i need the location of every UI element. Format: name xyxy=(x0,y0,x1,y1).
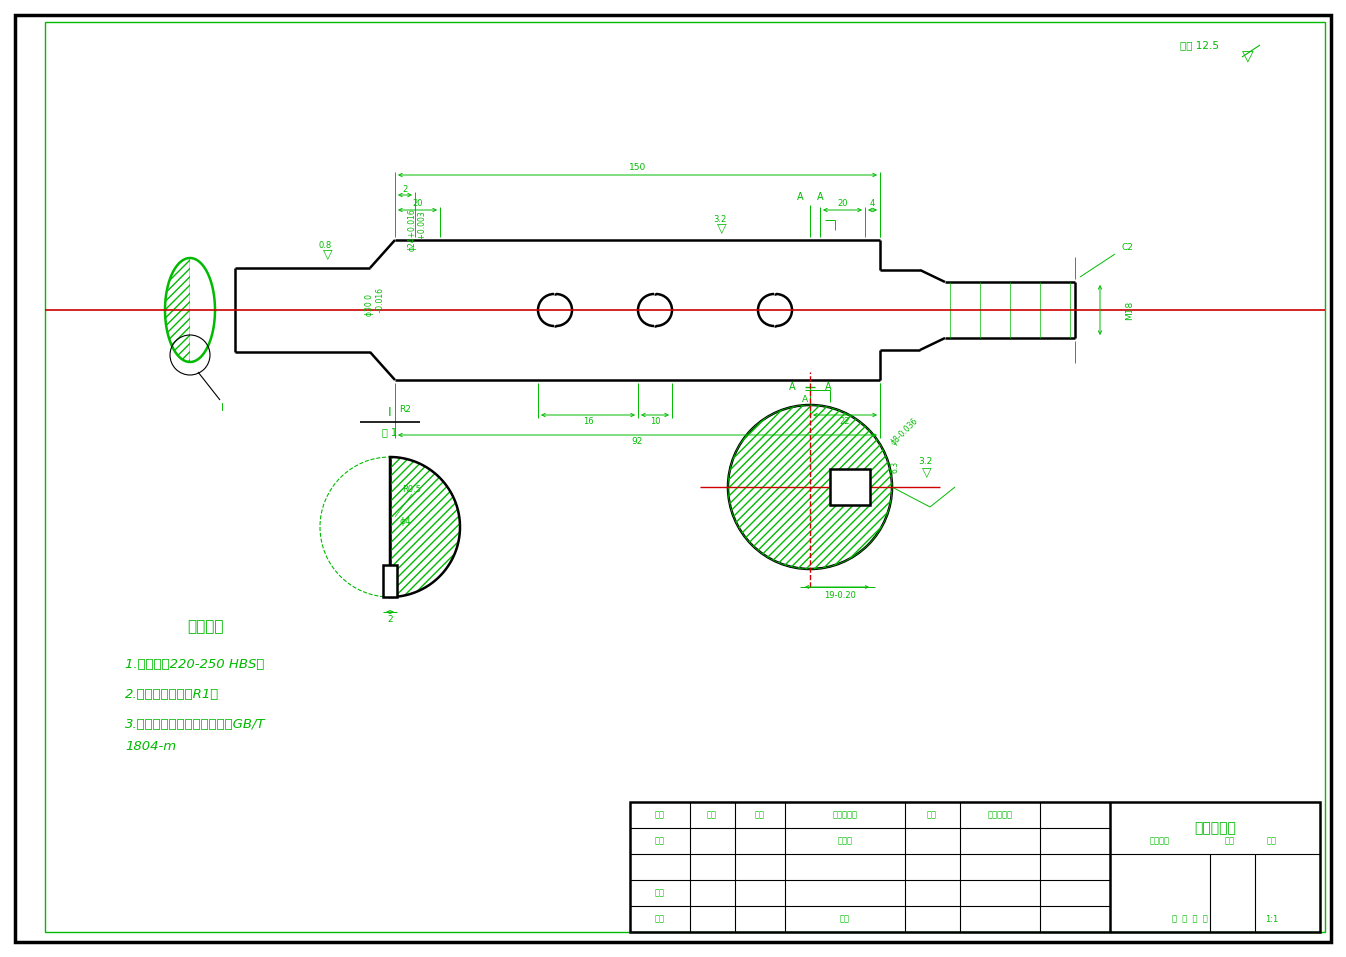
Text: M18: M18 xyxy=(1125,300,1135,320)
Text: 处数: 处数 xyxy=(707,811,717,819)
Text: 6.3: 6.3 xyxy=(891,461,899,473)
Text: A: A xyxy=(825,382,832,392)
Text: C2: C2 xyxy=(1121,242,1133,252)
Text: 标记: 标记 xyxy=(656,811,665,819)
Text: 放 1: 放 1 xyxy=(382,427,397,437)
Text: ▽: ▽ xyxy=(323,248,332,260)
Text: 审核: 审核 xyxy=(656,888,665,898)
Text: 重量: 重量 xyxy=(1225,836,1236,845)
Text: 1804-m: 1804-m xyxy=(125,741,176,753)
Text: 3.2: 3.2 xyxy=(918,457,933,466)
Text: A: A xyxy=(802,395,808,405)
Text: 150: 150 xyxy=(629,164,646,172)
Text: 颗粒主动轴: 颗粒主动轴 xyxy=(1194,821,1236,835)
Text: 3.2: 3.2 xyxy=(713,215,727,225)
Text: 2: 2 xyxy=(388,615,393,625)
Text: R0.5: R0.5 xyxy=(402,484,421,494)
Polygon shape xyxy=(190,258,215,362)
Text: ϕ8-0.036: ϕ8-0.036 xyxy=(890,416,921,447)
Text: 2.未注圆角半径为R1。: 2.未注圆角半径为R1。 xyxy=(125,688,219,701)
Text: ϕ4: ϕ4 xyxy=(400,518,411,526)
Text: 设计: 设计 xyxy=(656,836,665,845)
Bar xyxy=(384,565,397,597)
Text: 签名: 签名 xyxy=(927,811,937,819)
Text: A: A xyxy=(797,192,804,202)
Text: I: I xyxy=(388,406,392,418)
Text: 20: 20 xyxy=(837,199,848,209)
Text: 4: 4 xyxy=(870,199,875,209)
Text: 2: 2 xyxy=(402,185,408,193)
Text: 3.未注公差尺寸的公差等级为GB/T: 3.未注公差尺寸的公差等级为GB/T xyxy=(125,719,265,731)
Text: 工艺: 工艺 xyxy=(656,915,665,924)
Text: 20: 20 xyxy=(412,199,423,209)
Text: 1:1: 1:1 xyxy=(1265,915,1279,924)
Text: 更改文件号: 更改文件号 xyxy=(832,811,857,819)
Text: 10: 10 xyxy=(650,417,661,427)
Text: A: A xyxy=(789,382,795,392)
Bar xyxy=(630,802,1320,932)
Text: A: A xyxy=(817,192,824,202)
Text: 共  张  第  张: 共 张 第 张 xyxy=(1172,915,1207,924)
Text: 标准化: 标准化 xyxy=(837,836,852,845)
Text: 分区: 分区 xyxy=(755,811,765,819)
Text: 1.调质处理220-250 HBS。: 1.调质处理220-250 HBS。 xyxy=(125,658,264,672)
Text: ▽: ▽ xyxy=(1242,50,1254,64)
Text: 比例: 比例 xyxy=(1267,836,1277,845)
Text: 19-0.20: 19-0.20 xyxy=(824,591,856,600)
Text: ϕ24+0.016
    +0.003: ϕ24+0.016 +0.003 xyxy=(408,209,427,252)
Text: 0.8: 0.8 xyxy=(319,241,331,251)
Text: 年、月、日: 年、月、日 xyxy=(988,811,1012,819)
Text: 技术要求: 技术要求 xyxy=(187,619,223,634)
Text: ϕ30 0
    -0.016: ϕ30 0 -0.016 xyxy=(365,288,385,322)
Text: 其余 12.5: 其余 12.5 xyxy=(1180,40,1219,50)
Text: 阶段标识: 阶段标识 xyxy=(1149,836,1170,845)
Text: 22: 22 xyxy=(840,417,851,427)
Text: 92: 92 xyxy=(631,437,643,447)
Text: ▽: ▽ xyxy=(717,221,727,234)
Bar xyxy=(830,469,870,505)
Text: I: I xyxy=(221,403,223,413)
Text: 16: 16 xyxy=(583,417,594,427)
Text: R2: R2 xyxy=(398,406,411,414)
Text: ▽: ▽ xyxy=(922,465,931,478)
Text: 批准: 批准 xyxy=(840,915,851,924)
